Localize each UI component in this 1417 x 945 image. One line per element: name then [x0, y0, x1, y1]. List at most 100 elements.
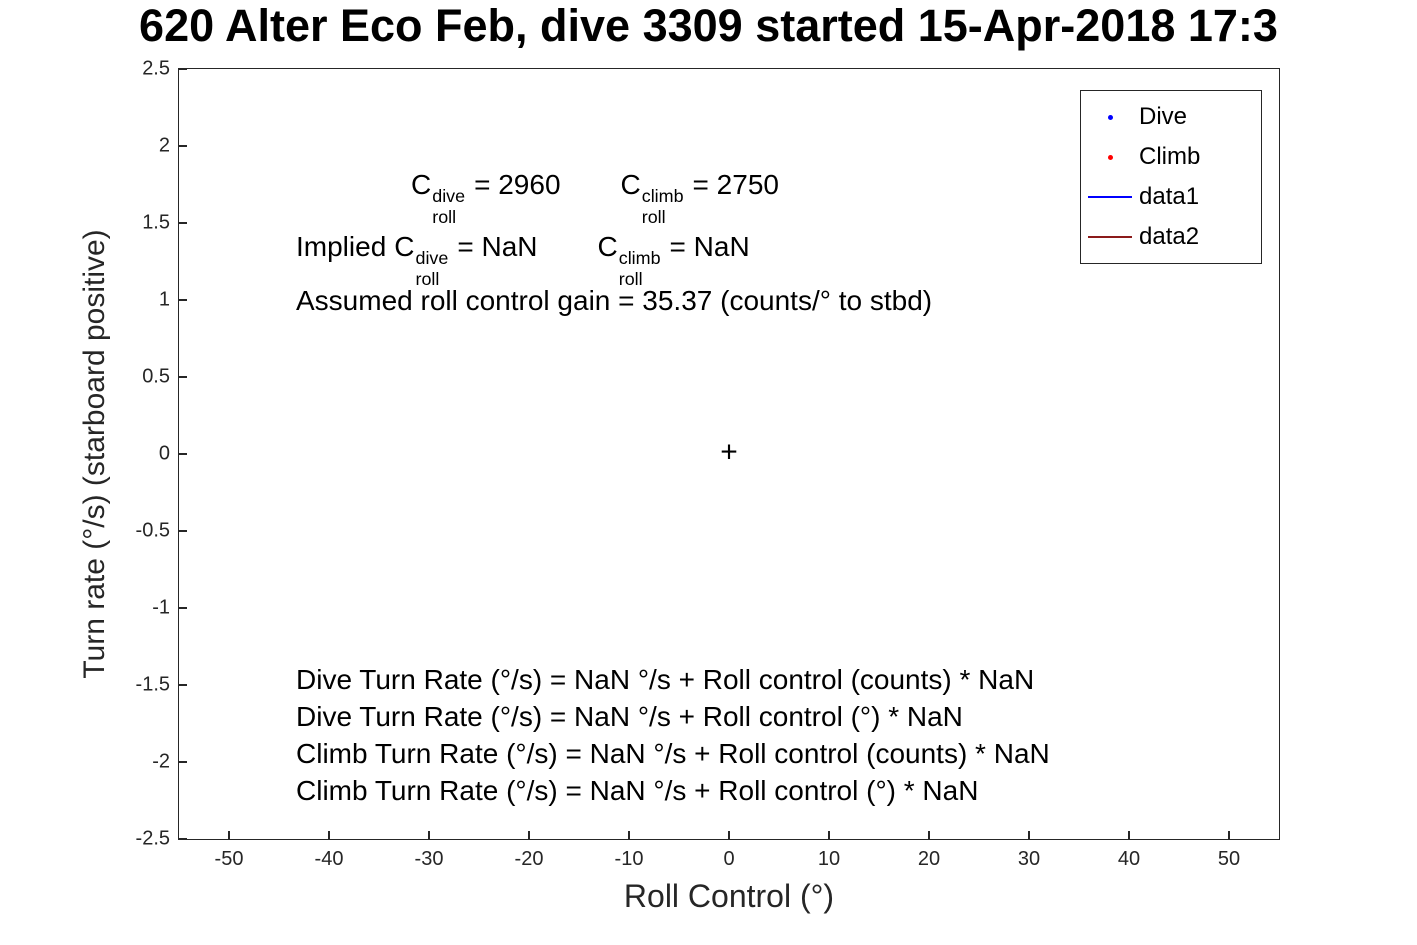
y-tick-label: -0.5	[135, 519, 170, 542]
x-tick-mark	[328, 831, 330, 839]
y-tick-mark	[179, 145, 187, 147]
formula-line: Dive Turn Rate (°/s) = NaN °/s + Roll co…	[296, 701, 963, 732]
formula-line: Dive Turn Rate (°/s) = NaN °/s + Roll co…	[296, 664, 1035, 695]
y-tick-mark	[179, 68, 187, 70]
legend-entry-climb: Climb	[1081, 137, 1261, 177]
x-tick-label: -10	[614, 848, 644, 870]
climb-dot-marker-icon	[1107, 154, 1113, 160]
x-tick-label: 50	[1217, 848, 1241, 870]
y-tick-mark	[179, 761, 187, 763]
plot-area: -50 -40 -30 -20 -10 0 10 20 30 40 50 2.5…	[136, 58, 1280, 870]
x-tick-mark	[828, 831, 830, 839]
x-tick-mark	[428, 831, 430, 839]
legend-swatch-area	[1081, 236, 1139, 238]
c-subscript: roll	[641, 206, 666, 227]
legend-label: Climb	[1139, 143, 1201, 170]
y-tick-label: -1.5	[135, 673, 170, 696]
c-superscript: climb	[618, 248, 661, 269]
x-tick-label: -20	[514, 848, 544, 870]
legend-entry-data1: data1	[1081, 177, 1261, 217]
y-tick-mark	[179, 376, 187, 378]
y-tick-label: 2	[158, 134, 170, 157]
legend-swatch-area	[1081, 114, 1139, 120]
x-tick-mark	[928, 831, 930, 839]
x-tick-label: 30	[1017, 848, 1041, 870]
y-tick-label: 1	[158, 288, 170, 311]
c-supsub: climb roll	[619, 248, 661, 289]
c-supsub: climb roll	[642, 186, 684, 227]
legend: Dive Climb data1 data2	[1080, 90, 1262, 264]
x-tick-label: 10	[817, 848, 841, 870]
legend-label: data1	[1139, 183, 1200, 210]
c-base: C	[394, 231, 415, 262]
x-tick-mark	[728, 831, 730, 839]
x-tick-mark	[1128, 831, 1130, 839]
formula-line: Climb Turn Rate (°/s) = NaN °/s + Roll c…	[296, 738, 1050, 769]
legend-swatch-area	[1081, 154, 1139, 160]
gain-annotation: Assumed roll control gain = 35.37 (count…	[296, 285, 933, 316]
y-tick-label: 0.5	[142, 365, 170, 388]
c-supsub: dive roll	[432, 186, 465, 227]
y-tick-mark	[179, 607, 187, 609]
dive-dot-marker-icon	[1107, 114, 1113, 120]
implied-prefix: Implied	[296, 231, 387, 262]
x-axis-label: Roll Control (°)	[623, 878, 835, 914]
c-subscript: roll	[415, 268, 440, 289]
legend-label: Dive	[1139, 103, 1188, 130]
y-tick-label: -2	[152, 750, 170, 773]
c-base: C	[411, 169, 432, 200]
x-tick-label: -50	[214, 848, 244, 870]
data1-line-swatch-icon	[1088, 196, 1132, 198]
y-tick-mark	[179, 222, 187, 224]
c-superscript: dive	[432, 186, 466, 207]
c-base: C	[620, 169, 641, 200]
y-tick-label: 0	[158, 442, 170, 465]
formula-annotations: Dive Turn Rate (°/s) = NaN °/s + Roll co…	[296, 661, 1050, 809]
y-tick-label: 2.5	[142, 57, 170, 80]
c-superscript: dive	[415, 248, 449, 269]
legend-entry-dive: Dive	[1081, 97, 1261, 137]
implied-dive-value: = NaN	[457, 231, 538, 262]
x-tick-label: 20	[917, 848, 941, 870]
x-tick-label: 0	[723, 848, 735, 870]
legend-label: data2	[1139, 223, 1200, 250]
c-dive-value: = 2960	[474, 169, 561, 200]
chart-title: 620 Alter Eco Feb, dive 3309 started 15-…	[139, 0, 1278, 51]
y-tick-mark	[179, 530, 187, 532]
x-tick-label: 40	[1117, 848, 1141, 870]
legend-entry-data2: data2	[1081, 217, 1261, 257]
x-tick-mark	[628, 831, 630, 839]
x-tick-mark	[1028, 831, 1030, 839]
x-tick-mark	[228, 831, 230, 839]
x-tick-label: -30	[414, 848, 444, 870]
origin-plus-marker: +	[720, 435, 738, 469]
c-climb-value: = 2750	[692, 169, 779, 200]
c-base: C	[597, 231, 618, 262]
y-tick-mark	[179, 453, 187, 455]
x-tick-mark	[528, 831, 530, 839]
data2-line-swatch-icon	[1088, 236, 1132, 238]
c-superscript: climb	[641, 186, 684, 207]
y-tick-label: 1.5	[142, 211, 170, 234]
y-tick-label: -1	[152, 596, 170, 619]
y-axis-label: Turn rate (°/s) (starboard positive)	[78, 229, 111, 679]
c-subscript: roll	[432, 206, 457, 227]
y-tick-mark	[179, 838, 187, 840]
y-tick-label: -2.5	[135, 827, 170, 850]
x-tick-label: -40	[314, 848, 344, 870]
legend-swatch-area	[1081, 196, 1139, 198]
y-tick-mark	[179, 299, 187, 301]
implied-climb-value: = NaN	[669, 231, 750, 262]
x-tick-mark	[1228, 831, 1230, 839]
c-subscript: roll	[618, 268, 643, 289]
y-tick-mark	[179, 684, 187, 686]
c-supsub: dive roll	[416, 248, 449, 289]
formula-line: Climb Turn Rate (°/s) = NaN °/s + Roll c…	[296, 775, 979, 806]
